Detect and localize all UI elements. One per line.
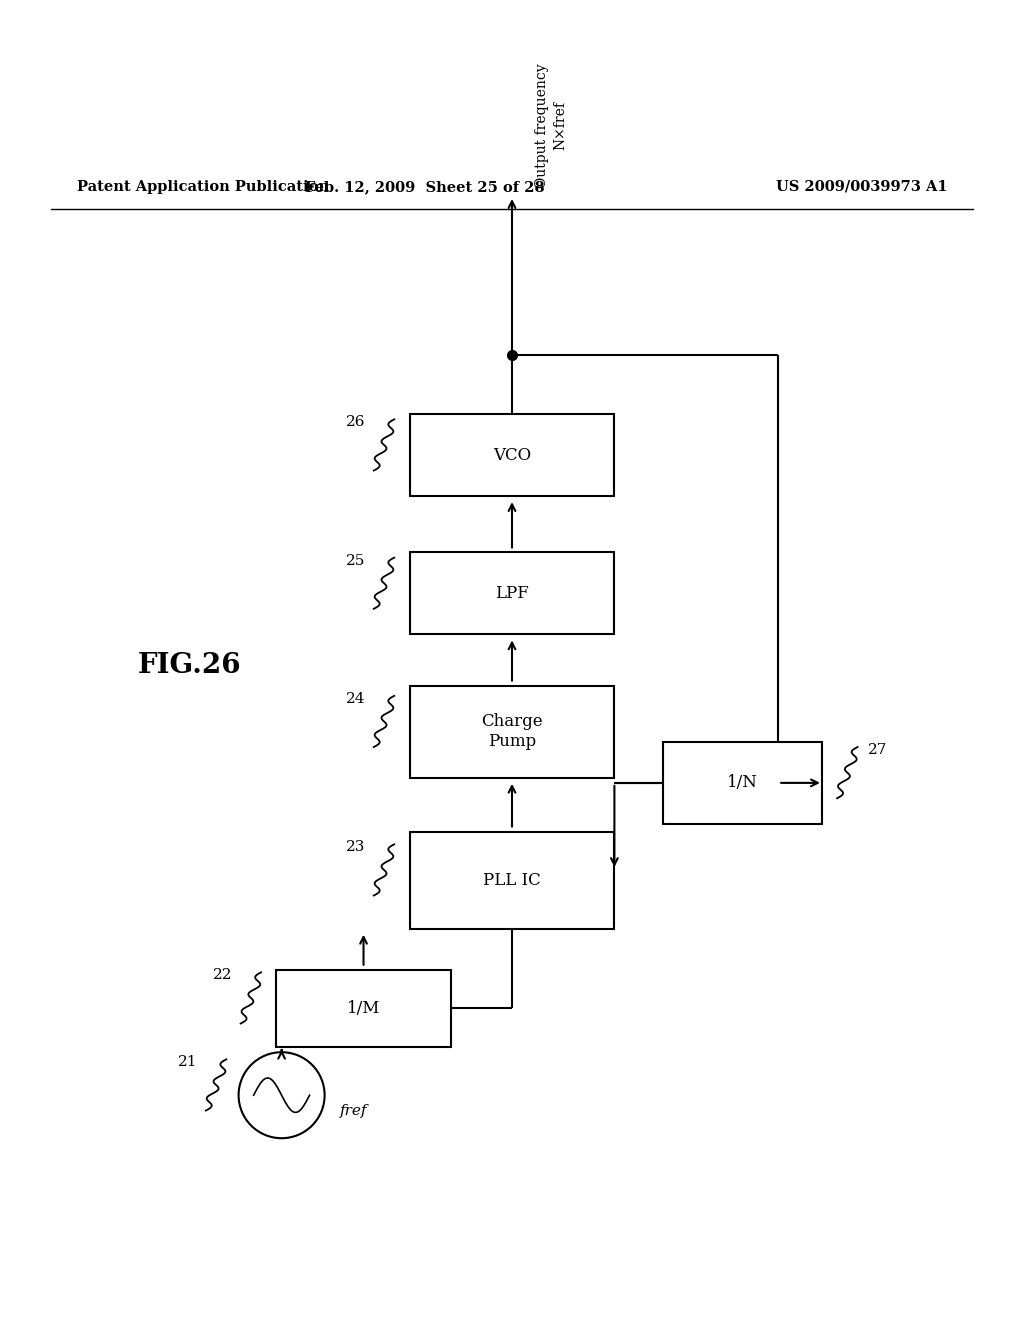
Text: 26: 26 xyxy=(345,416,366,429)
Bar xyxy=(410,553,614,635)
Text: Output frequency
N×fref: Output frequency N×fref xyxy=(535,63,567,187)
Text: VCO: VCO xyxy=(493,446,531,463)
Text: fref: fref xyxy=(340,1104,368,1118)
Bar xyxy=(276,970,451,1047)
Bar xyxy=(410,832,614,929)
Bar xyxy=(664,742,821,824)
Text: FIG.26: FIG.26 xyxy=(137,652,242,678)
Text: 1/N: 1/N xyxy=(727,775,758,792)
Text: Charge
Pump: Charge Pump xyxy=(481,713,543,750)
Text: 27: 27 xyxy=(868,743,888,758)
Text: Feb. 12, 2009  Sheet 25 of 28: Feb. 12, 2009 Sheet 25 of 28 xyxy=(305,180,545,194)
Text: 1/M: 1/M xyxy=(347,999,380,1016)
Text: 24: 24 xyxy=(345,692,366,706)
Text: 23: 23 xyxy=(346,841,365,854)
Text: Patent Application Publication: Patent Application Publication xyxy=(77,180,329,194)
Text: 25: 25 xyxy=(346,553,365,568)
Bar xyxy=(410,414,614,496)
Text: 22: 22 xyxy=(212,969,232,982)
Text: US 2009/0039973 A1: US 2009/0039973 A1 xyxy=(775,180,947,194)
Text: PLL IC: PLL IC xyxy=(483,871,541,888)
Bar xyxy=(410,685,614,777)
Text: LPF: LPF xyxy=(495,585,529,602)
Text: 21: 21 xyxy=(177,1056,198,1069)
